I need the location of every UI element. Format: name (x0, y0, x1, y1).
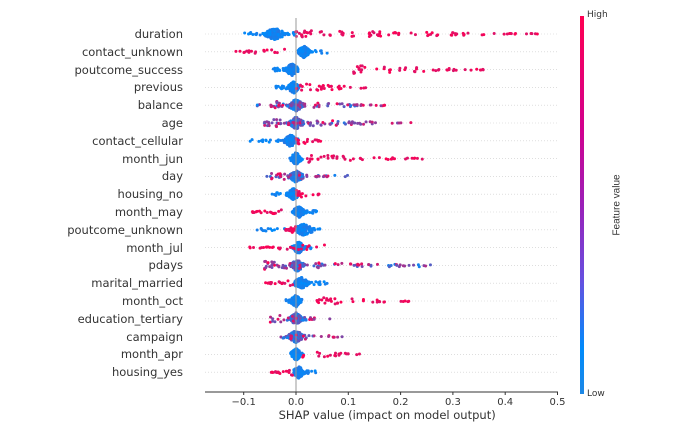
feature-row-dots (279, 330, 344, 345)
feature-row-dots (263, 259, 432, 273)
feature-label: contact_unknown (81, 44, 183, 59)
colorbar-low-label: Low (587, 389, 605, 399)
feature-label: contact_cellular (92, 133, 183, 148)
feature-label: previous (133, 80, 183, 95)
x-tick-label: −0.1 (231, 397, 256, 408)
x-tick-label: 0.3 (444, 397, 461, 408)
feature-row-dots (255, 222, 322, 237)
feature-label: marital_married (91, 276, 183, 291)
feature-label: education_tertiary (77, 311, 183, 326)
feature-label: month_jun (122, 151, 183, 166)
feature-label: housing_no (117, 187, 183, 202)
feature-row-dots (248, 240, 326, 255)
feature-label: campaign (126, 329, 183, 344)
feature-label: poutcome_success (74, 62, 183, 77)
feature-label: month_may (114, 205, 183, 219)
feature-row-dots (243, 27, 539, 41)
feature-label: month_apr (120, 347, 183, 362)
feature-row-dots (264, 275, 329, 290)
feature-label: day (161, 169, 183, 184)
feature-row-dots (274, 80, 368, 95)
feature-row-dots (255, 98, 387, 113)
feature-row-dots (248, 133, 323, 148)
colorbar-high-label: High (587, 10, 608, 20)
x-tick-label: 0.4 (497, 397, 514, 408)
feature-label: month_jul (126, 240, 183, 255)
x-tick-label: 0.0 (288, 397, 304, 408)
x-axis-label: SHAP value (impact on model output) (278, 408, 496, 422)
feature-label: age (161, 116, 183, 130)
x-tick-label: 0.5 (549, 397, 566, 408)
feature-label: balance (137, 98, 183, 113)
x-tick-label: 0.1 (340, 397, 357, 408)
x-tick-label: 0.2 (392, 397, 409, 408)
feature-row-dots (234, 44, 329, 60)
feature-row-dots (271, 62, 485, 78)
feature-label: housing_yes (111, 365, 183, 380)
feature-value-colorbar (580, 16, 584, 394)
colorbar-title: Feature value (611, 174, 623, 236)
feature-row-dots (268, 311, 332, 325)
feature-label: poutcome_unknown (67, 222, 183, 237)
feature-label: duration (134, 27, 183, 41)
feature-label: pdays (148, 258, 183, 273)
feature-row-dots (262, 115, 413, 130)
feature-label: month_oct (122, 294, 183, 308)
feature-row-dots (251, 205, 319, 219)
